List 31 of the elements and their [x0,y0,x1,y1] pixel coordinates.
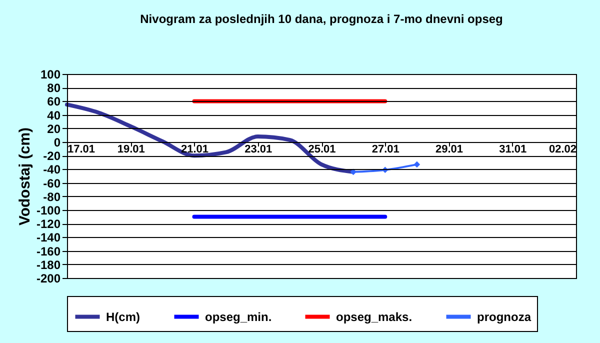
y-tick-label: -60 [43,176,61,190]
x-tick-label: 25.01 [308,144,336,156]
y-tick-label: -20 [43,149,61,164]
chart-title: Nivogram za poslednjih 10 dana, prognoza i 7-mo dnevni opseg [140,12,503,26]
y-tick-label: -120 [36,217,61,232]
y-tick-label: 40 [47,108,61,122]
y-tick-label: -200 [36,272,61,286]
legend-label: opseg_min. [205,310,272,324]
y-tick-label: 100 [40,68,61,82]
y-tick-label: -140 [36,230,61,245]
x-tick-label: 19.01 [117,144,145,156]
y-tick-label: 80 [47,81,61,96]
y-tick-label: -100 [36,204,61,218]
x-tick-label: 17.01 [68,144,96,156]
x-tick-label: 29.01 [435,144,464,156]
y-tick-label: -80 [43,190,61,204]
legend-label: opseg_maks. [336,310,412,324]
y-axis-title: Vodostaj (cm) [16,127,34,226]
legend-label: prognoza [477,310,532,324]
x-tick-label: 02.02 [548,144,576,156]
x-tick-label: 23.01 [244,144,272,156]
y-tick-label: -160 [36,244,61,258]
x-tick-label: 27.01 [372,144,400,156]
legend-label: H(cm) [106,310,140,324]
x-tick-label: 31.01 [499,144,527,156]
y-tick-label: -180 [36,258,61,272]
y-tick-label: 0 [54,136,61,150]
y-tick-label: 60 [47,94,61,109]
y-tick-label: 20 [47,122,61,136]
y-tick-label: -40 [43,162,61,177]
x-tick-label: 21.01 [180,144,209,156]
